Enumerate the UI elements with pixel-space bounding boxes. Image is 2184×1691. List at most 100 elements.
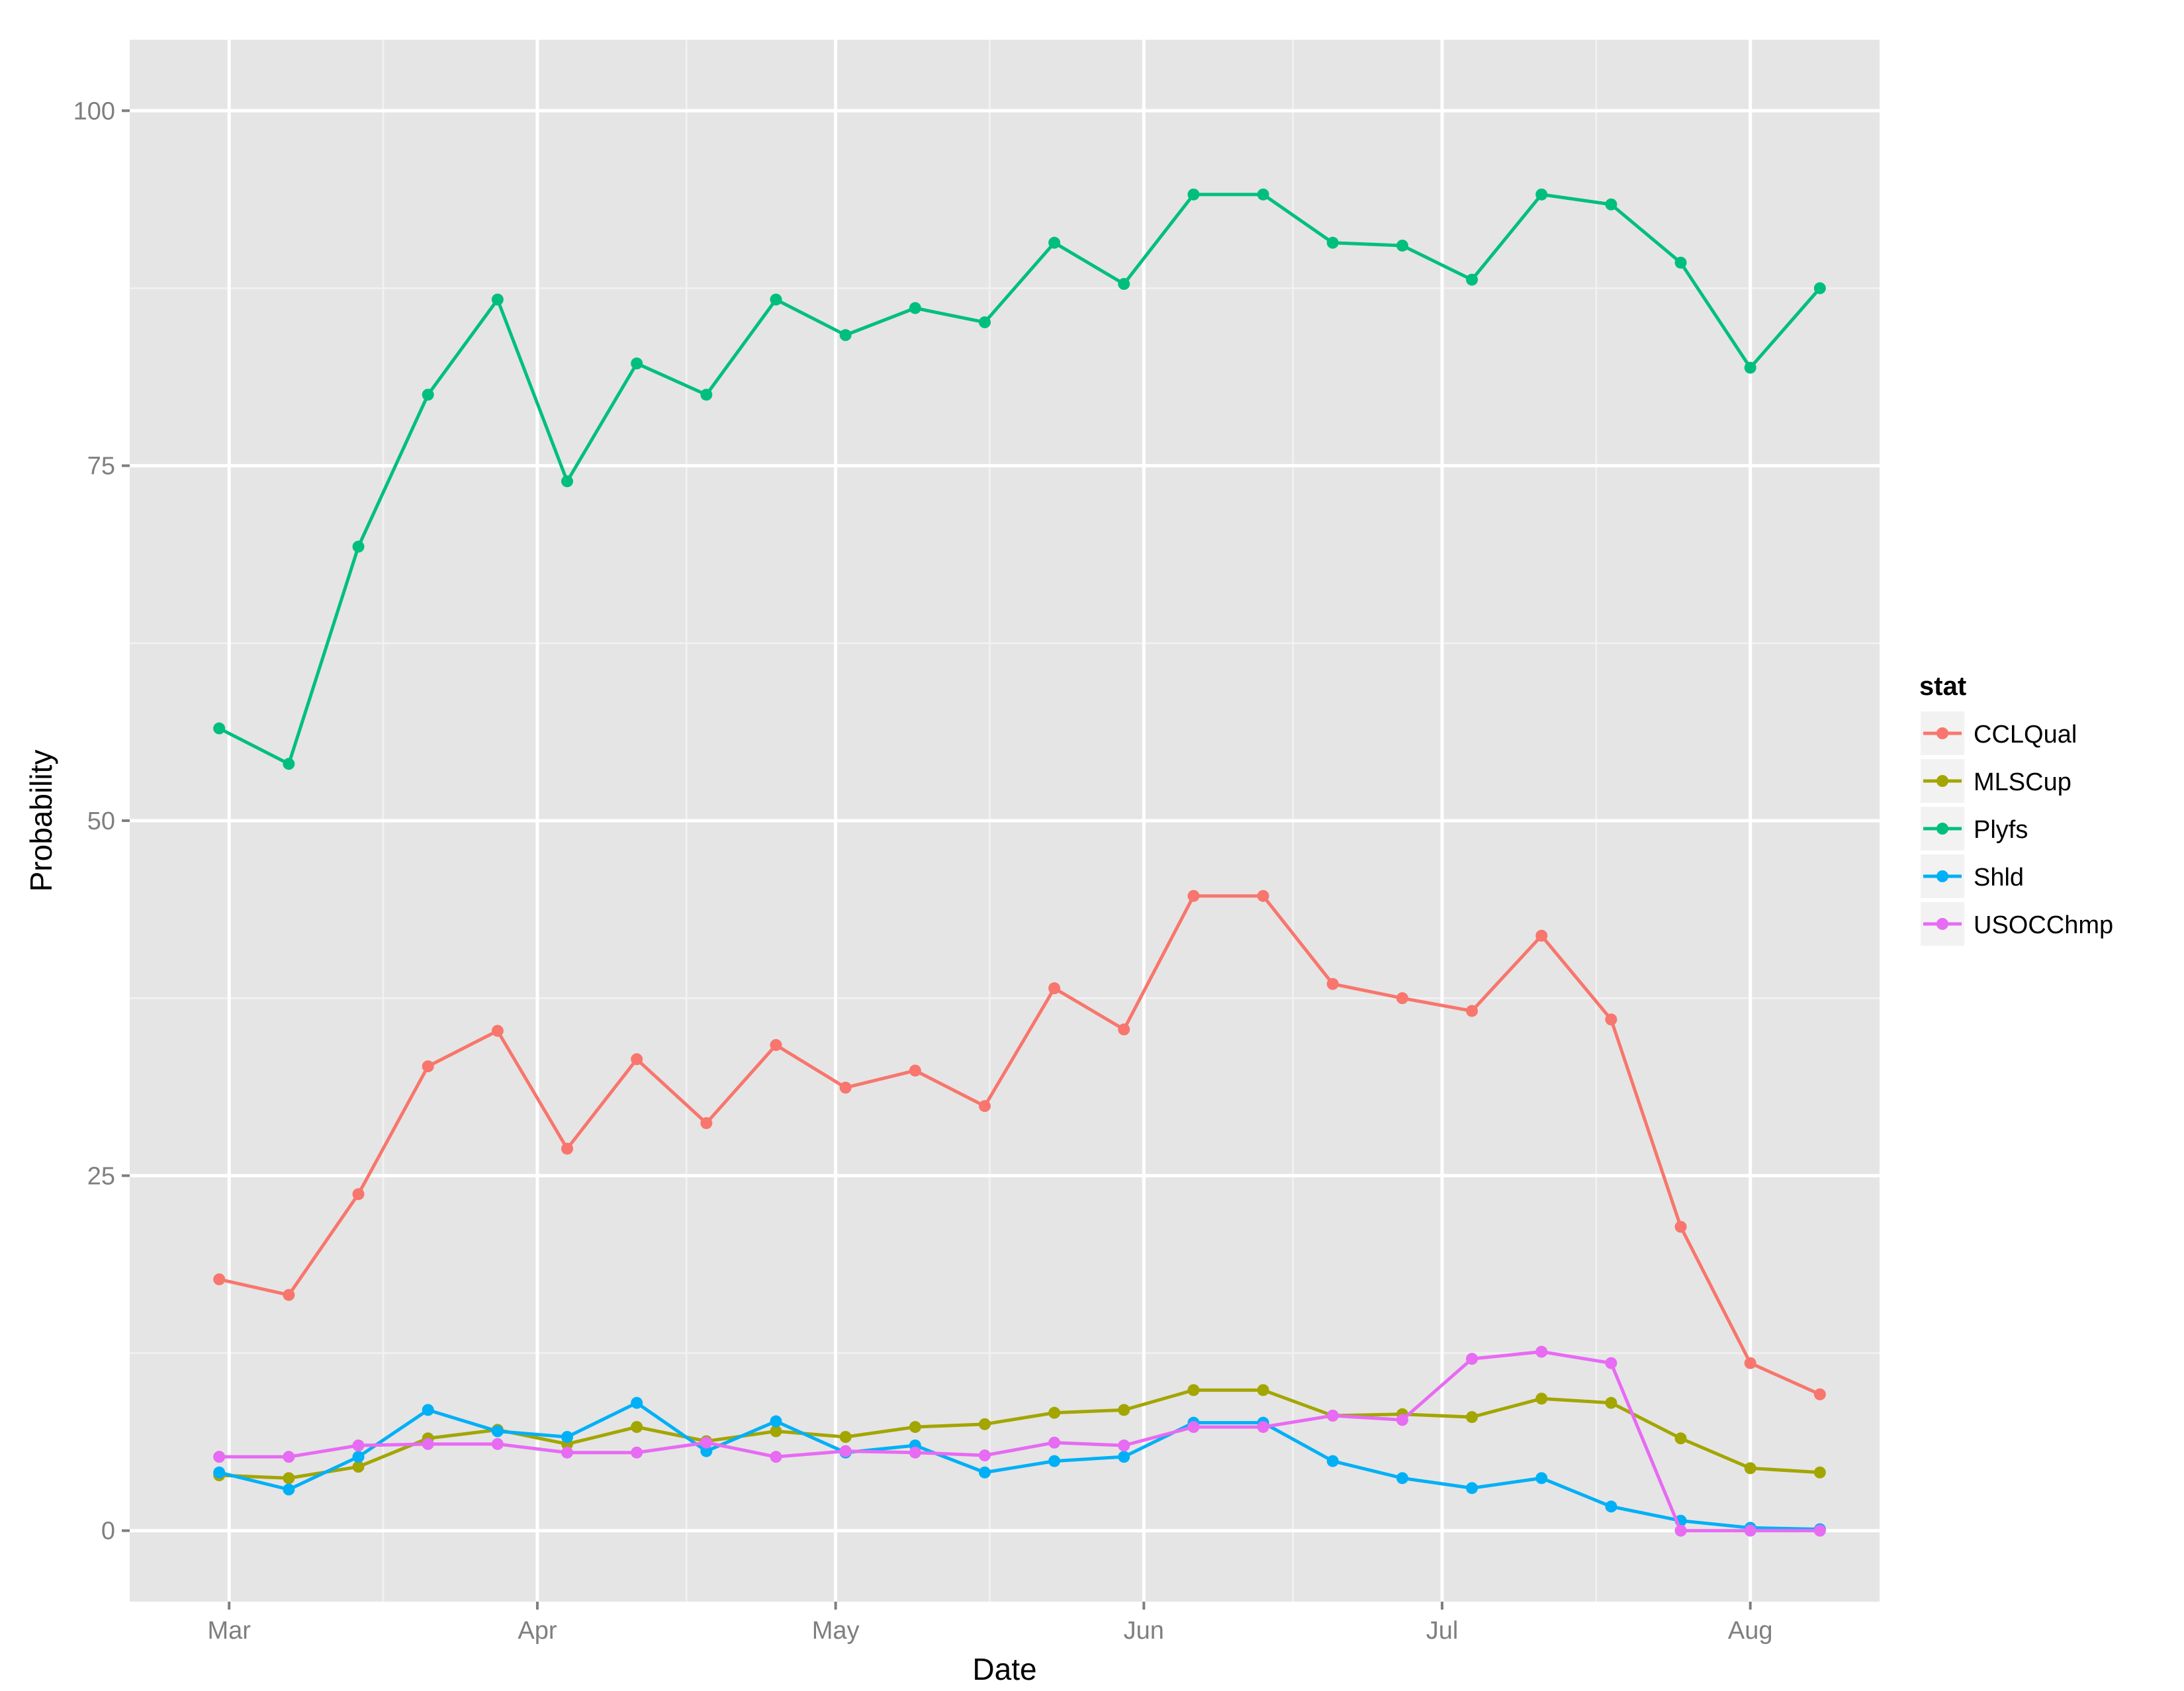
data-point	[700, 1436, 713, 1449]
data-point	[770, 1415, 782, 1428]
x-tick-label: May	[812, 1617, 860, 1645]
data-point	[700, 388, 713, 401]
data-point	[352, 1451, 365, 1463]
data-point	[1535, 929, 1548, 942]
data-point	[1813, 1388, 1826, 1400]
legend-item-mlscup: MLSCup	[1921, 759, 2071, 803]
legend-item-plyfs: Plyfs	[1921, 807, 2028, 850]
data-point	[1118, 1440, 1130, 1451]
legend-marker-icon	[1936, 727, 1948, 739]
data-point	[1118, 278, 1130, 291]
data-point	[1605, 198, 1617, 210]
data-point	[1744, 361, 1756, 374]
data-point	[283, 758, 295, 770]
data-point	[1466, 1411, 1479, 1424]
data-point	[1466, 1482, 1479, 1494]
legend-item-usocchmp: USOCChmp	[1921, 902, 2113, 946]
legend-label: CCLQual	[1974, 721, 2077, 749]
data-point	[909, 302, 921, 314]
data-point	[1257, 188, 1269, 201]
data-point	[1396, 240, 1408, 252]
y-axis-label: Probability	[24, 750, 58, 892]
data-point	[770, 1451, 782, 1463]
data-point	[1326, 236, 1339, 249]
legend-label: USOCChmp	[1974, 911, 2113, 939]
data-point	[352, 1440, 365, 1451]
data-point	[352, 1188, 365, 1201]
data-point	[491, 1425, 504, 1438]
data-point	[1187, 1421, 1200, 1434]
data-point	[631, 1421, 643, 1434]
data-point	[1744, 1462, 1756, 1475]
x-tick-label: Apr	[518, 1617, 557, 1645]
data-point	[1187, 1384, 1200, 1396]
data-point	[1326, 1455, 1339, 1467]
data-point	[1466, 1005, 1479, 1017]
y-tick-label: 0	[101, 1518, 115, 1545]
legend: stat CCLQual MLSCup Plyfs Shld USOCChmp	[1919, 672, 2113, 946]
data-point	[1187, 890, 1200, 902]
data-point	[561, 1142, 573, 1155]
data-point	[1466, 273, 1479, 286]
y-tick-label: 75	[87, 453, 115, 480]
legend-item-shld: Shld	[1921, 854, 2024, 898]
y-tick-label: 100	[73, 97, 115, 125]
x-tick-label: Mar	[208, 1617, 251, 1645]
data-point	[978, 316, 991, 328]
data-point	[283, 1289, 295, 1301]
data-point	[1326, 978, 1339, 990]
legend-label: MLSCup	[1974, 768, 2071, 796]
y-tick-label: 50	[87, 807, 115, 835]
data-point	[491, 1025, 504, 1037]
data-point	[1466, 1353, 1479, 1365]
data-point	[909, 1421, 921, 1434]
data-point	[1813, 1466, 1826, 1479]
data-point	[213, 1451, 226, 1463]
data-point	[422, 388, 434, 401]
x-tick-label: Aug	[1728, 1617, 1773, 1645]
data-point	[1605, 1357, 1617, 1369]
data-point	[352, 540, 365, 553]
data-point	[213, 722, 226, 735]
data-point	[213, 1466, 226, 1479]
data-point	[839, 1081, 852, 1094]
data-point	[1605, 1396, 1617, 1409]
data-point	[352, 1461, 365, 1473]
data-point	[1257, 1384, 1269, 1396]
data-point	[978, 1100, 991, 1113]
legend-label: Shld	[1974, 864, 2024, 891]
major-gridlines	[130, 40, 1880, 1602]
data-point	[1535, 1393, 1548, 1405]
data-point	[1118, 1451, 1130, 1463]
legend-marker-icon	[1936, 823, 1948, 835]
data-point	[770, 1038, 782, 1051]
data-point	[491, 293, 504, 306]
legend-title: stat	[1919, 672, 1966, 701]
data-point	[839, 1431, 852, 1443]
data-point	[770, 293, 782, 306]
data-point	[1118, 1023, 1130, 1036]
data-point	[909, 1064, 921, 1077]
series-shld	[213, 1396, 1826, 1535]
legend-label: Plyfs	[1974, 816, 2028, 844]
data-point	[1605, 1013, 1617, 1026]
data-point	[422, 1438, 434, 1450]
series-usocchmp	[213, 1346, 1826, 1537]
data-point	[1396, 1414, 1408, 1426]
data-point	[770, 1425, 782, 1438]
data-point	[631, 1446, 643, 1459]
data-point	[1674, 1524, 1687, 1537]
data-point	[1048, 1406, 1061, 1419]
data-point	[1674, 1432, 1687, 1445]
data-point	[1048, 236, 1061, 249]
data-point	[1813, 1524, 1826, 1537]
legend-marker-icon	[1936, 775, 1948, 787]
data-point	[978, 1418, 991, 1430]
data-point	[1326, 1409, 1339, 1422]
data-point	[631, 357, 643, 370]
data-point	[1048, 1436, 1061, 1449]
y-tick-label: 25	[87, 1162, 115, 1190]
series-lines	[213, 188, 1826, 1537]
data-point	[561, 1431, 573, 1443]
